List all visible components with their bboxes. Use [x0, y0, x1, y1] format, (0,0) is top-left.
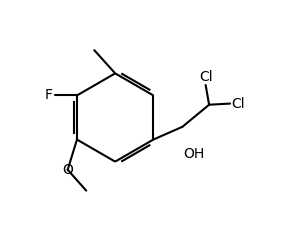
Text: F: F [45, 88, 52, 102]
Text: O: O [62, 163, 73, 177]
Text: Cl: Cl [199, 70, 212, 84]
Text: OH: OH [184, 147, 205, 161]
Text: Cl: Cl [231, 97, 245, 110]
